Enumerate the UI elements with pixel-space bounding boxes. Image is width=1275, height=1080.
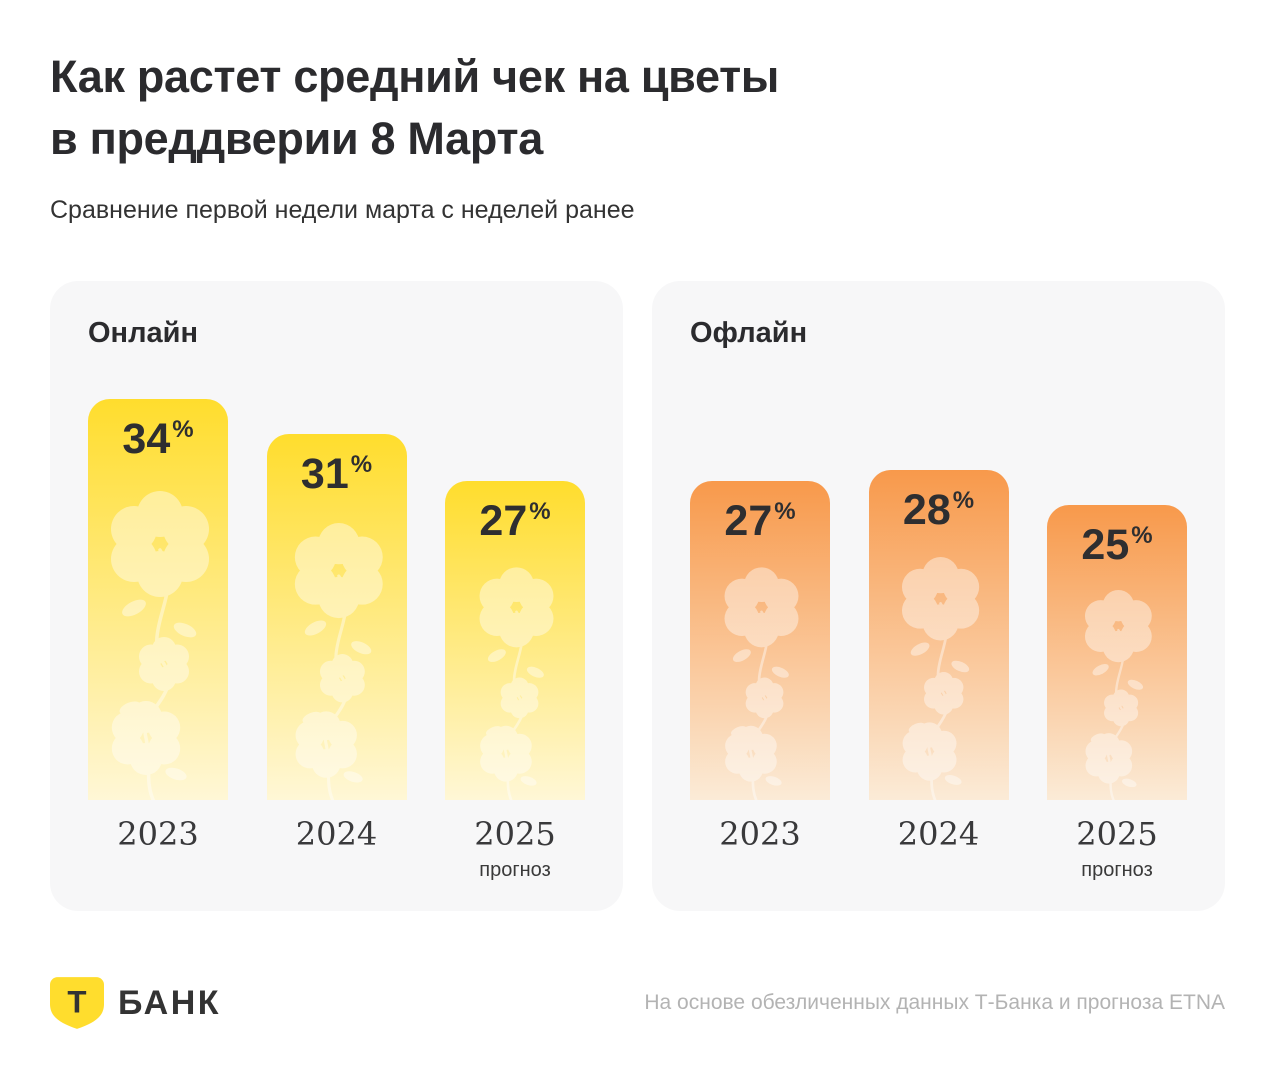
years-online: 2023 2024 2025 прогноз xyxy=(88,815,585,882)
percent-sign: % xyxy=(172,416,194,443)
percent-sign: % xyxy=(350,451,373,478)
bars-online: 34% 31% 27% xyxy=(88,399,585,800)
category-2025: 2025 прогноз xyxy=(445,815,585,882)
offline-panel: Офлайн 27% 28% 25% 2023 2024 2025 прогноз xyxy=(652,281,1225,911)
year-label: 2024 xyxy=(897,815,980,853)
category-2024: 2024 xyxy=(869,815,1009,882)
bar-2024: 28% xyxy=(868,470,1009,800)
bar-value: 27% xyxy=(690,500,830,543)
bar-2025: 25% xyxy=(1047,505,1187,800)
forecast-note: прогноз xyxy=(479,859,551,881)
bar-value: 28% xyxy=(869,489,1009,532)
panel-title-offline: Офлайн xyxy=(690,317,808,349)
bar-value: 34% xyxy=(88,418,228,461)
flower-vine-decoration xyxy=(1084,589,1152,800)
bar-value: 31% xyxy=(267,453,407,496)
category-2023: 2023 xyxy=(690,815,830,882)
bar-value-number: 27 xyxy=(724,497,773,545)
subtitle: Сравнение первой недели марта с неделей … xyxy=(50,196,635,224)
years-offline: 2023 2024 2025 прогноз xyxy=(690,815,1187,882)
bar-value-number: 28 xyxy=(902,486,951,534)
percent-sign: % xyxy=(1131,522,1153,549)
percent-sign: % xyxy=(529,498,551,525)
percent-sign: % xyxy=(952,487,975,514)
page-title-line1: Как растет средний чек на цветы xyxy=(50,51,779,102)
year-label: 2025 xyxy=(474,815,556,853)
chart-cards: Онлайн 34% 31% 27% 2023 2024 2025 прогноз Офл… xyxy=(50,281,1225,911)
bar-2024: 31% xyxy=(266,434,407,800)
bar-2023: 27% xyxy=(690,481,830,800)
footer: Т БАНК На основе обезличенных данных Т-Б… xyxy=(50,972,1225,1034)
bars-offline: 27% 28% 25% xyxy=(690,470,1187,800)
brand-name: БАНК xyxy=(118,983,222,1022)
year-label: 2024 xyxy=(295,815,378,853)
bar-value-number: 27 xyxy=(479,497,528,545)
category-2024: 2024 xyxy=(267,815,407,882)
tbank-shield-icon: Т xyxy=(50,977,104,1029)
flower-vine-decoration xyxy=(901,556,979,800)
bar-value-number: 34 xyxy=(122,415,171,463)
panel-title-online: Онлайн xyxy=(88,317,198,349)
tbank-logo-letter: Т xyxy=(67,985,86,1020)
year-label: 2023 xyxy=(117,815,199,853)
bar-value: 25% xyxy=(1047,524,1187,567)
page-title-line2: в преддверии 8 Марта xyxy=(50,113,543,164)
tbank-shield-shape xyxy=(50,977,104,1029)
flower-vine-decoration xyxy=(724,567,799,800)
bar-value-number: 31 xyxy=(300,450,349,498)
category-2025: 2025 прогноз xyxy=(1047,815,1187,882)
forecast-note: прогноз xyxy=(1081,859,1153,881)
bar-2023: 34% xyxy=(88,399,228,800)
bar-2025: 27% xyxy=(445,481,585,800)
bar-value: 27% xyxy=(445,500,585,543)
tbank-logo: Т БАНК xyxy=(50,977,221,1029)
year-label: 2023 xyxy=(719,815,801,853)
category-2023: 2023 xyxy=(88,815,228,882)
percent-sign: % xyxy=(774,498,796,525)
source-note: На основе обезличенных данных Т-Банка и … xyxy=(644,991,1225,1014)
flower-vine-decoration xyxy=(111,491,209,800)
flower-vine-decoration xyxy=(479,567,554,800)
flower-vine-decoration xyxy=(294,523,383,800)
bar-value-number: 25 xyxy=(1081,521,1130,569)
online-panel: Онлайн 34% 31% 27% 2023 2024 2025 прогноз xyxy=(50,281,623,911)
year-label: 2025 xyxy=(1076,815,1158,853)
page-title: Как растет средний чек на цветы в преддве… xyxy=(50,46,779,170)
